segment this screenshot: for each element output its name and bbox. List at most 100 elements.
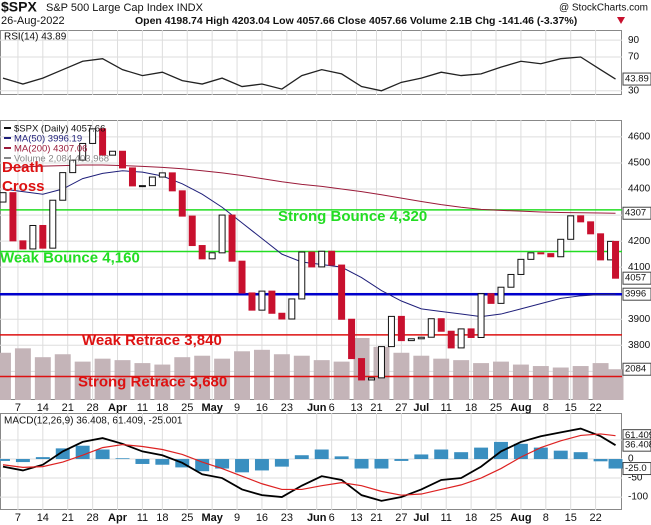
candle-body <box>0 192 7 203</box>
histogram-bar <box>115 458 130 460</box>
histogram-bar <box>553 450 568 460</box>
x-tick-label: 13 <box>350 402 362 414</box>
candle-body <box>168 172 176 192</box>
moving-average <box>2 164 616 214</box>
y-tick-label: 4100 <box>628 262 651 273</box>
volume-bar <box>572 366 589 400</box>
volume-bar <box>433 358 450 400</box>
y-tick-label: 30 <box>628 85 640 96</box>
badge-label: 2084 <box>625 364 646 375</box>
x-tick-label: 27 <box>395 512 407 524</box>
x-tick-label: 25 <box>490 402 502 414</box>
candle-body <box>238 260 246 294</box>
volume-bar <box>552 367 569 400</box>
candle-body <box>328 250 336 266</box>
x-tick-label: 16 <box>256 512 268 524</box>
candle-body <box>457 328 465 349</box>
volume-bar <box>154 364 171 400</box>
annotation: Cross <box>2 178 45 195</box>
candle-body <box>547 253 555 258</box>
candle-body <box>577 215 585 223</box>
y-tick-label: -50 <box>628 473 643 484</box>
candle-body <box>397 315 405 342</box>
candle-body <box>358 358 366 381</box>
legend-swatch <box>4 147 11 149</box>
x-tick-label: 25 <box>181 512 193 524</box>
candle-body <box>248 292 256 311</box>
x-tick-label: 22 <box>589 402 601 414</box>
candle-body <box>417 336 425 340</box>
legend-entry: $SPX (Daily) 4057.66 <box>14 124 105 135</box>
y-tick-label: 70 <box>628 52 640 63</box>
x-tick-label: 7 <box>15 402 21 414</box>
value-badge <box>622 271 651 285</box>
x-tick-label: 11 <box>137 512 148 524</box>
rsi-legend: RSI(14) 43.89 <box>4 32 67 43</box>
x-tick-label: Jul <box>413 512 429 524</box>
histogram-bar <box>274 459 289 467</box>
histogram-bar <box>573 452 588 460</box>
volume-bar <box>453 360 470 400</box>
x-tick-label: May <box>201 402 223 414</box>
candle-body <box>387 315 395 348</box>
y-tick-label: 4600 <box>628 132 651 143</box>
volume-bar <box>114 360 131 400</box>
legend-swatch <box>4 137 11 139</box>
candle-body <box>348 318 356 360</box>
volume-bar <box>607 369 624 400</box>
volume-bar <box>194 355 211 400</box>
candle-body <box>597 233 605 261</box>
volume-bar <box>34 357 51 400</box>
legend-entry: Volume 2,084,403,968 <box>14 154 109 165</box>
candle-body <box>487 293 495 304</box>
x-tick-label: 22 <box>589 512 601 524</box>
histogram-bar <box>314 449 329 460</box>
candle-body <box>507 273 515 288</box>
volume-bar <box>14 348 31 400</box>
value-badge <box>622 362 651 376</box>
candle-body <box>49 199 57 249</box>
x-tick-label: 13 <box>350 512 362 524</box>
legend-swatch <box>4 127 11 129</box>
volume-bar <box>333 361 350 400</box>
histogram-bar <box>414 454 429 460</box>
candle-body <box>567 215 575 240</box>
x-tick-label: 16 <box>256 402 268 414</box>
candle-body <box>19 240 27 250</box>
legend-entry: MA(200) 4307.06 <box>14 144 87 155</box>
x-tick-label: 21 <box>62 402 74 414</box>
histogram-bar <box>75 445 90 460</box>
y-tick-label: 3900 <box>628 314 651 325</box>
candle-body <box>69 159 77 174</box>
candle-body <box>79 142 87 161</box>
y-tick-label: 4200 <box>628 236 651 247</box>
y-tick-label: 4500 <box>628 158 651 169</box>
x-tick-label: 8 <box>543 512 549 524</box>
histogram-bar <box>0 459 10 461</box>
value-badge <box>622 438 651 452</box>
candle-body <box>198 245 206 260</box>
candle-body <box>477 293 485 338</box>
histogram-bar <box>374 459 389 469</box>
x-tick-label: 23 <box>281 512 293 524</box>
volume-bar <box>74 361 91 400</box>
candle-body <box>527 252 535 260</box>
histogram-bar <box>35 457 50 460</box>
candle-body <box>318 250 326 268</box>
candle-body <box>99 128 107 156</box>
histogram-bar <box>334 456 349 460</box>
volume-bar <box>313 360 330 400</box>
level-label: Weak Bounce 4,160 <box>0 250 140 267</box>
x-tick-label: 18 <box>465 512 477 524</box>
candle-body <box>557 238 565 258</box>
index-name: S&P 500 Large Cap Index INDX <box>46 2 204 14</box>
price-frame <box>0 120 622 400</box>
x-tick-label: 28 <box>87 402 99 414</box>
x-tick-label: 25 <box>490 512 502 524</box>
volume-bar <box>512 364 529 400</box>
y-tick-label: 0 <box>628 454 634 465</box>
histogram-bar <box>474 447 489 460</box>
x-tick-label: 15 <box>565 512 577 524</box>
candle-body <box>119 150 126 169</box>
